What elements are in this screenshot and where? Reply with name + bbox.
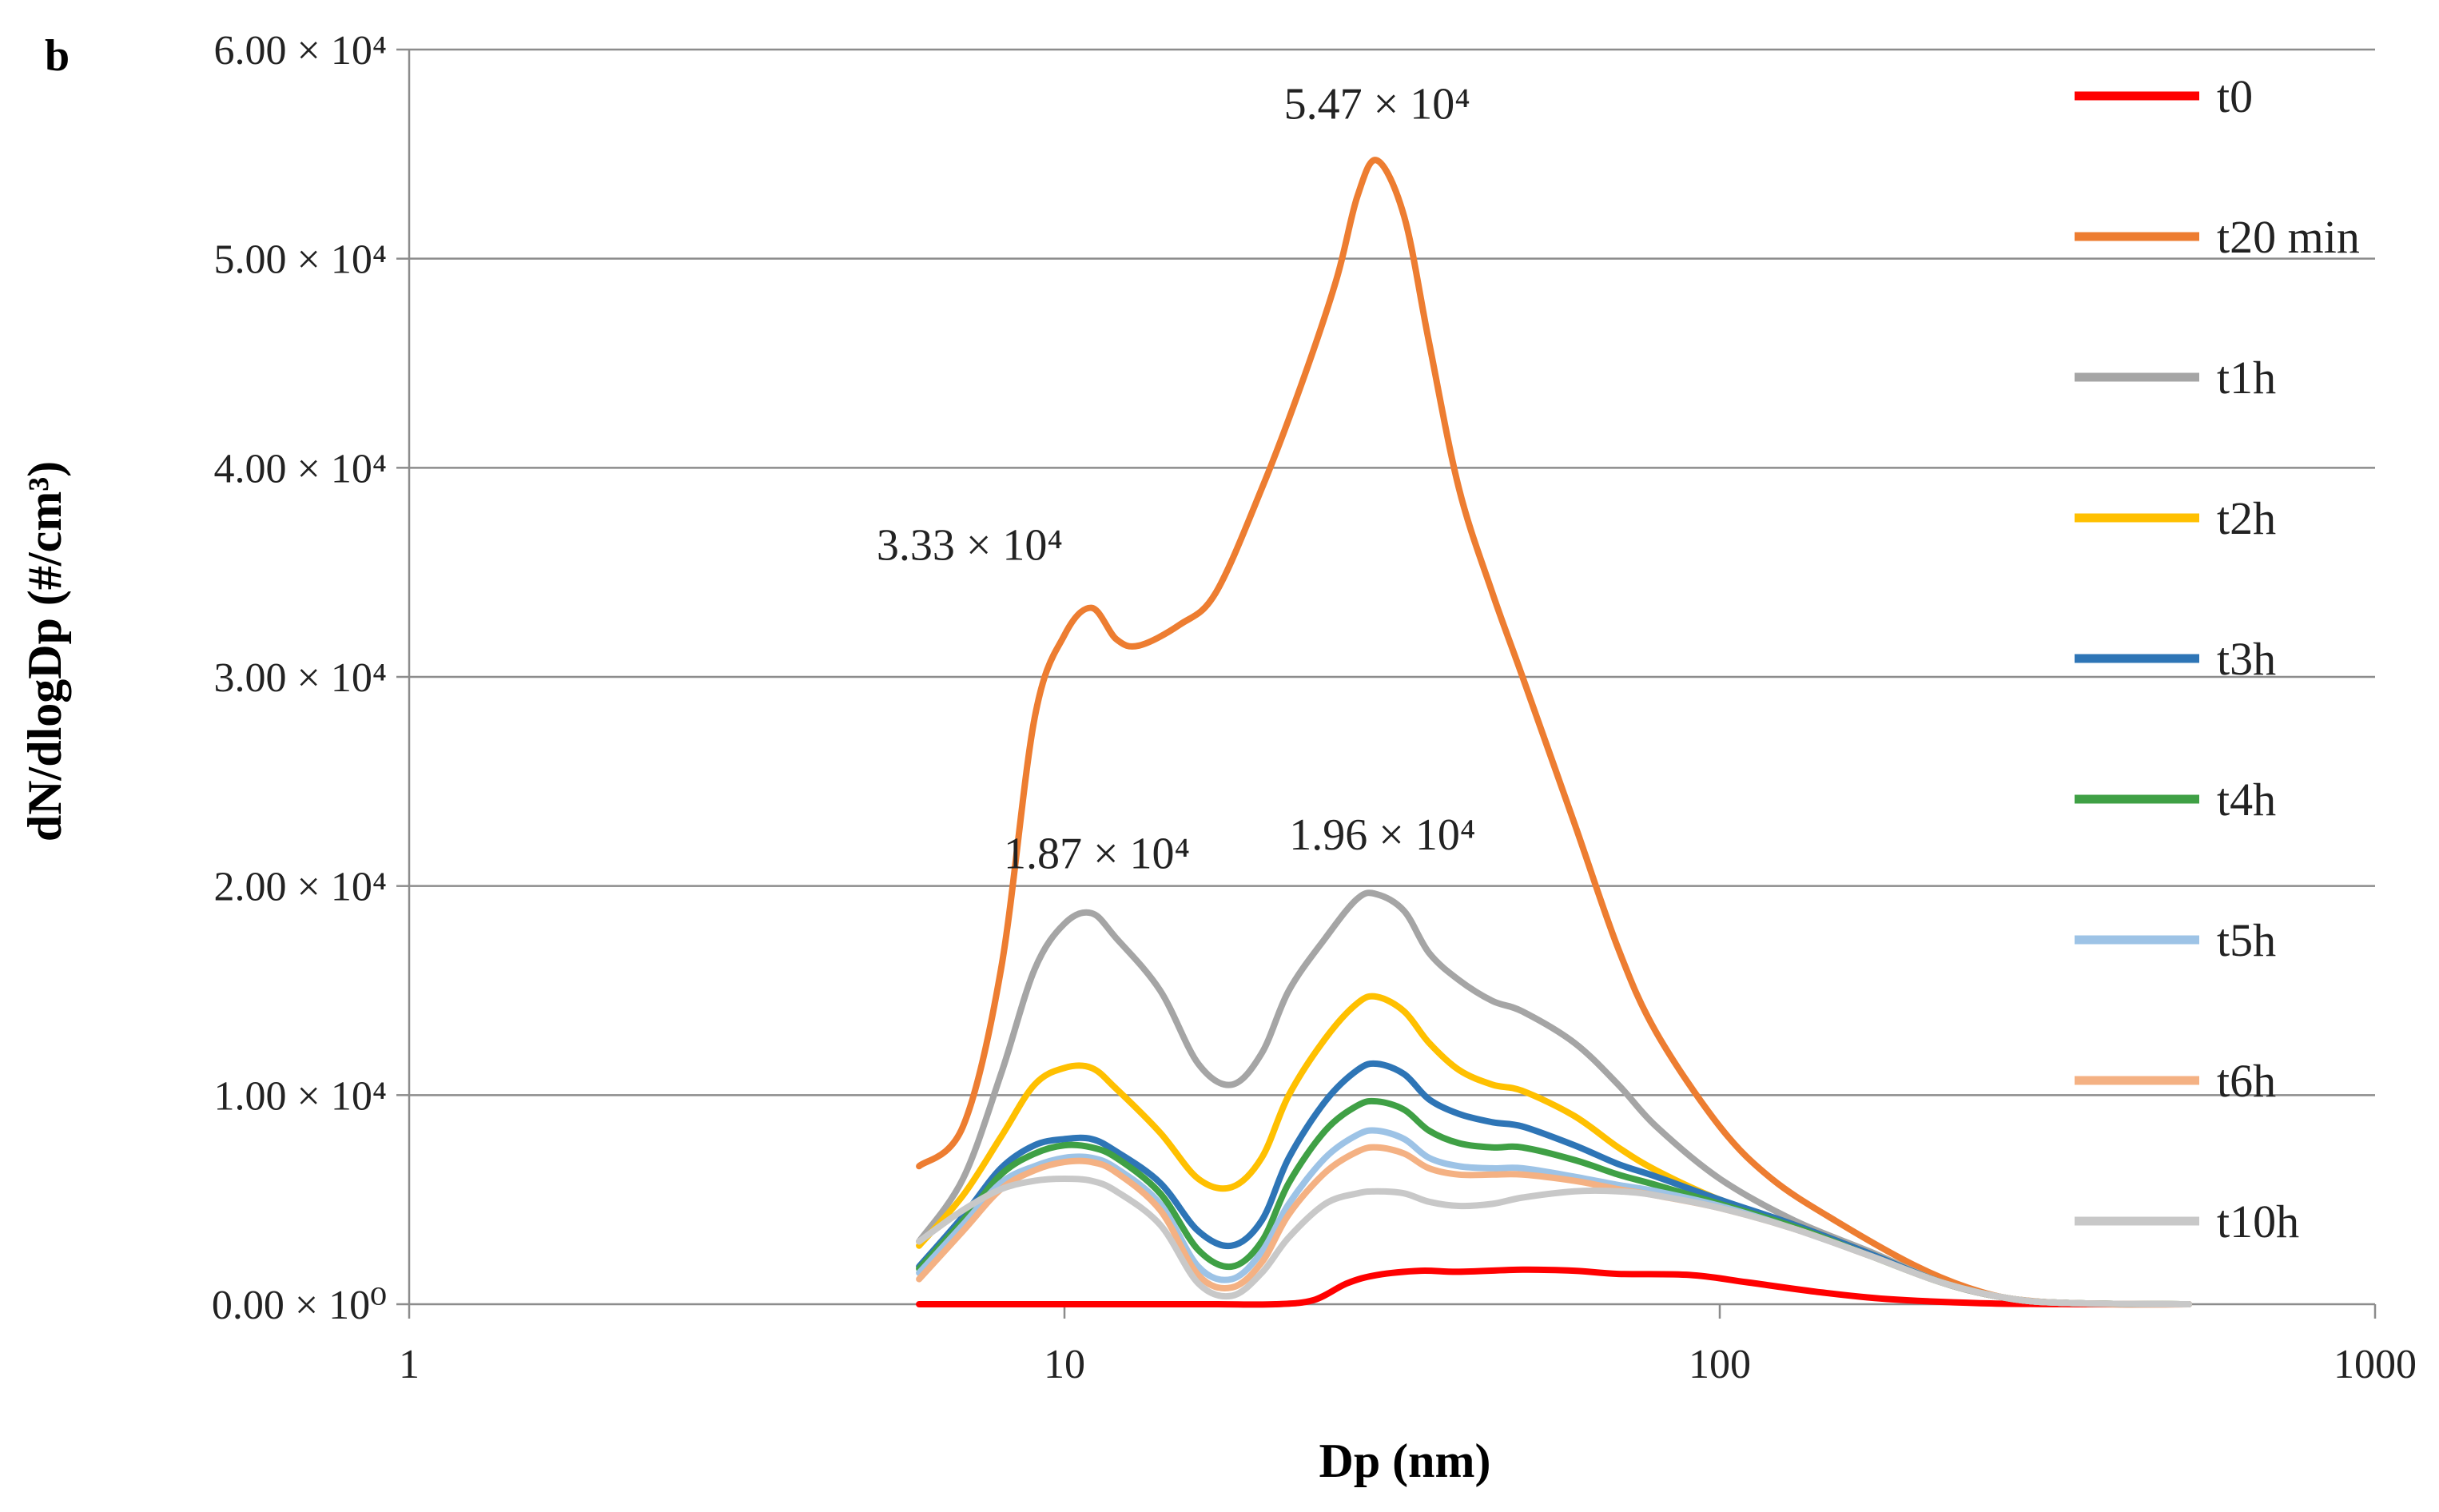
y-tick-label-1: 1.00 × 10⁴ [214, 1073, 387, 1119]
series-line-t10h [916, 1176, 2193, 1307]
y-tick-label-6: 6.00 × 10⁴ [214, 28, 387, 74]
annotation-0: 5.47 × 10⁴ [1284, 80, 1470, 129]
legend: t0 t20 min t1h t2h t3h t4h t5h t6h t10h [2075, 70, 2360, 1247]
legend-label-t2h: t2h [2217, 492, 2276, 544]
legend-label-t6h: t6h [2217, 1055, 2276, 1107]
legend-label-t5h: t5h [2217, 914, 2276, 966]
legend-label-t20-min: t20 min [2217, 211, 2360, 263]
y-axis-title: dN/dlogDp (#/cm³) [18, 461, 71, 842]
annotation-2: 1.87 × 10⁴ [1004, 830, 1190, 879]
annotation-1: 3.33 × 10⁴ [877, 521, 1063, 571]
legend-label-t4h: t4h [2217, 774, 2276, 826]
legend-label-t0: t0 [2217, 70, 2253, 122]
gridlines [409, 48, 2375, 1096]
series-line-t4h [916, 1097, 2193, 1307]
y-tick-label-4: 4.00 × 10⁴ [214, 446, 387, 491]
y-tick-label-0: 0.00 × 10⁰ [212, 1283, 387, 1328]
y-tick-label-5: 5.00 × 10⁴ [214, 237, 387, 283]
x-tick-label-1: 10 [1044, 1342, 1085, 1387]
series-line-t20-min [916, 157, 2193, 1308]
x-tick-label-2: 100 [1689, 1342, 1751, 1387]
series-line-t1h [916, 889, 2193, 1307]
x-tick-labels: 1 10 100 1000 [399, 1342, 2417, 1387]
x-tick-label-0: 1 [399, 1342, 420, 1387]
y-tick-label-3: 3.00 × 10⁴ [214, 655, 387, 701]
legend-label-t10h: t10h [2217, 1196, 2299, 1247]
annotations: 5.47 × 10⁴ 3.33 × 10⁴ 1.87 × 10⁴ 1.96 × 10⁴ [877, 80, 1476, 879]
series-line-t0 [916, 1266, 2193, 1308]
series-lines [916, 157, 2193, 1308]
y-tick-label-2: 2.00 × 10⁴ [214, 865, 387, 910]
annotation-3: 1.96 × 10⁴ [1289, 810, 1475, 860]
x-tick-label-3: 1000 [2334, 1342, 2417, 1387]
x-axis-title: Dp (nm) [1319, 1434, 1490, 1487]
legend-label-t1h: t1h [2217, 352, 2276, 404]
y-tick-labels: 0.00 × 10⁰ 1.00 × 10⁴ 2.00 × 10⁴ 3.00 × 10⁴… [212, 28, 387, 1328]
legend-label-t3h: t3h [2217, 633, 2276, 685]
panel-label: b [45, 31, 70, 81]
